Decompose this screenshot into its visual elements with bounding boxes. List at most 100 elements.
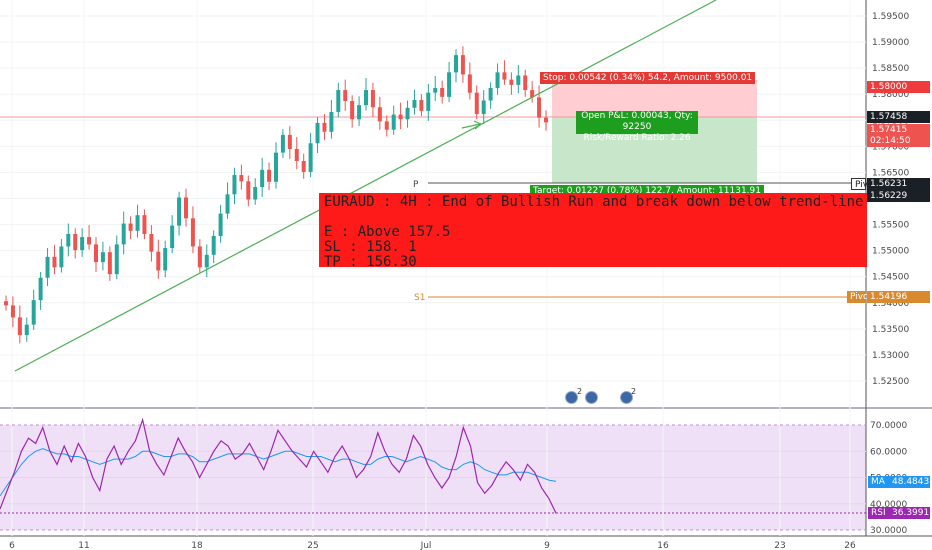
candle-body xyxy=(100,252,105,263)
pivot-s1-value-tag: 1.54196 xyxy=(867,291,930,303)
candle-body xyxy=(170,225,175,249)
candle-body xyxy=(52,256,57,268)
candle-body xyxy=(107,252,112,275)
time-tick-label: 18 xyxy=(191,541,203,550)
candle-body xyxy=(377,107,382,122)
time-tick-label: Jul xyxy=(420,541,432,550)
candle-body xyxy=(467,74,472,93)
candle-body xyxy=(197,246,202,268)
stop-label[interactable]: Stop: 0.00542 (0.34%) 54.2, Amount: 9500… xyxy=(540,72,756,84)
candle-body xyxy=(274,152,278,182)
price-tick-label: 1.53500 xyxy=(872,325,909,335)
candle-body xyxy=(239,175,244,182)
candle-body xyxy=(246,181,251,200)
candle-body xyxy=(73,233,78,251)
candle-body xyxy=(343,90,348,102)
time-tick-label: 11 xyxy=(78,541,89,550)
candle-body xyxy=(384,121,389,130)
candle-body xyxy=(502,72,507,80)
last-price-tag: 1.57458 xyxy=(867,111,930,123)
price-tick-label: 1.55500 xyxy=(872,221,909,231)
rsi-tick-label: 30.0000 xyxy=(870,526,907,536)
open-pnl-text: Open P&L: 0.00043, Qty: 92250 xyxy=(581,111,693,132)
candle-body xyxy=(315,122,320,144)
stop-price-tag: 1.58000 xyxy=(867,81,930,93)
candle-body xyxy=(405,107,410,120)
au-flag-event-icon[interactable] xyxy=(565,391,578,404)
price-tick-label: 1.56500 xyxy=(872,168,909,178)
candle-body xyxy=(4,301,8,306)
candle-body xyxy=(114,244,119,275)
target-price-tag: 1.56229 xyxy=(867,190,930,202)
candle-body xyxy=(454,55,458,73)
trade-note[interactable]: EURAUD : 4H : End of Bullish Run and bre… xyxy=(319,193,867,270)
candle-body xyxy=(301,160,306,172)
candle-body xyxy=(80,237,85,251)
time-tick-label: 16 xyxy=(657,541,669,550)
rsi-tick-label: 60.0000 xyxy=(870,447,907,457)
candle-body xyxy=(364,90,368,106)
trend-arrow xyxy=(461,120,483,130)
candle-body xyxy=(426,92,431,111)
candle-body xyxy=(530,90,535,98)
candle-body xyxy=(135,215,140,231)
pivot-p-value-tag: 1.56231 xyxy=(867,178,930,190)
note-take-profit: TP : 156.30 xyxy=(324,254,417,270)
rsi-line[interactable] xyxy=(0,417,557,514)
price-tick-label: 1.54000 xyxy=(872,299,909,309)
candle-body xyxy=(474,92,479,115)
candle-body xyxy=(218,213,223,237)
rsi-value-tag: 36.3991 xyxy=(889,507,930,519)
candle-body xyxy=(523,75,528,91)
candle-body xyxy=(537,97,542,118)
price-tick-label: 1.52500 xyxy=(872,377,909,387)
candle-body xyxy=(308,143,313,172)
candle-body xyxy=(433,87,438,93)
note-entry: E : Above 157.5 xyxy=(324,224,451,240)
candle-body xyxy=(45,256,50,278)
candle-body xyxy=(495,72,500,88)
price-tick-label: 1.55000 xyxy=(872,247,909,257)
ma-value-tag: 48.4843 xyxy=(889,476,930,488)
candle-body xyxy=(232,175,237,195)
prev-price-tag: 1.57415 xyxy=(867,124,930,136)
time-tick-label: 25 xyxy=(307,541,318,550)
price-tick-label: 1.58000 xyxy=(872,90,909,100)
eu-flag-event-icon[interactable] xyxy=(620,391,633,404)
candles xyxy=(4,46,548,344)
candle-body xyxy=(156,251,161,271)
candle-body xyxy=(440,87,445,97)
candle-body xyxy=(447,72,452,97)
stop-zone[interactable] xyxy=(552,80,757,117)
time-axis[interactable]: 6 11 18 25 Jul 9 16 23 26 xyxy=(9,541,856,550)
rsi-ma-line[interactable] xyxy=(0,448,557,497)
price-tick-label: 1.53000 xyxy=(872,351,909,361)
open-pnl-label[interactable]: Open P&L: 0.00043, Qty: 92250 Risk/Rewar… xyxy=(576,111,698,143)
candle-body xyxy=(260,169,265,188)
candle-body xyxy=(163,248,168,271)
pivot-p-label: P xyxy=(413,180,419,190)
candle-body xyxy=(267,169,272,182)
note-stop-loss: SL : 158. 1 xyxy=(324,239,417,255)
note-title: EURAUD : 4H : End of Bullish Run and bre… xyxy=(324,194,864,210)
candle-body xyxy=(412,99,417,108)
candle-body xyxy=(398,114,403,120)
candle-body xyxy=(128,223,133,231)
candle-body xyxy=(544,117,548,123)
candle-body xyxy=(516,75,521,85)
candle-body xyxy=(419,99,424,111)
rsi-label-tag: RSI xyxy=(868,507,889,519)
au-flag-event-icon-2[interactable] xyxy=(585,391,598,404)
price-tick-label: 1.59000 xyxy=(872,38,909,48)
candle-body xyxy=(87,237,92,245)
trend-line[interactable] xyxy=(14,0,717,372)
candle-body xyxy=(481,100,486,115)
rsi-tick-label: 70.0000 xyxy=(870,421,907,431)
candle-body xyxy=(31,300,36,325)
rsi-tick-label: 40.0000 xyxy=(870,500,907,510)
candle-body xyxy=(24,324,29,336)
candle-body xyxy=(322,122,327,132)
time-tick-label: 23 xyxy=(774,541,785,550)
